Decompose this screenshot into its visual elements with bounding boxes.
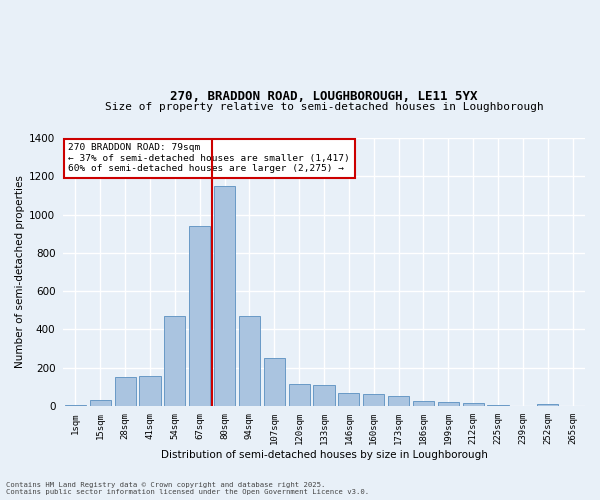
Bar <box>537 404 558 406</box>
Bar <box>463 403 484 406</box>
Text: 270, BRADDON ROAD, LOUGHBOROUGH, LE11 5YX: 270, BRADDON ROAD, LOUGHBOROUGH, LE11 5Y… <box>170 90 478 103</box>
Bar <box>139 376 161 406</box>
Text: Contains HM Land Registry data © Crown copyright and database right 2025.
Contai: Contains HM Land Registry data © Crown c… <box>6 482 369 495</box>
Y-axis label: Number of semi-detached properties: Number of semi-detached properties <box>15 176 25 368</box>
Bar <box>115 377 136 406</box>
Bar <box>438 402 459 406</box>
Bar <box>90 400 111 406</box>
Bar <box>487 405 509 406</box>
Bar <box>239 316 260 406</box>
Bar <box>289 384 310 406</box>
Bar <box>65 405 86 406</box>
Text: 270 BRADDON ROAD: 79sqm
← 37% of semi-detached houses are smaller (1,417)
60% of: 270 BRADDON ROAD: 79sqm ← 37% of semi-de… <box>68 144 350 173</box>
Bar <box>313 385 335 406</box>
Bar <box>264 358 285 406</box>
Bar <box>363 394 384 406</box>
Title: Size of property relative to semi-detached houses in Loughborough: Size of property relative to semi-detach… <box>104 102 544 113</box>
Bar <box>214 186 235 406</box>
Bar <box>189 226 211 406</box>
Bar <box>164 316 185 406</box>
Bar <box>413 401 434 406</box>
Bar <box>388 396 409 406</box>
Bar <box>338 392 359 406</box>
X-axis label: Distribution of semi-detached houses by size in Loughborough: Distribution of semi-detached houses by … <box>161 450 487 460</box>
